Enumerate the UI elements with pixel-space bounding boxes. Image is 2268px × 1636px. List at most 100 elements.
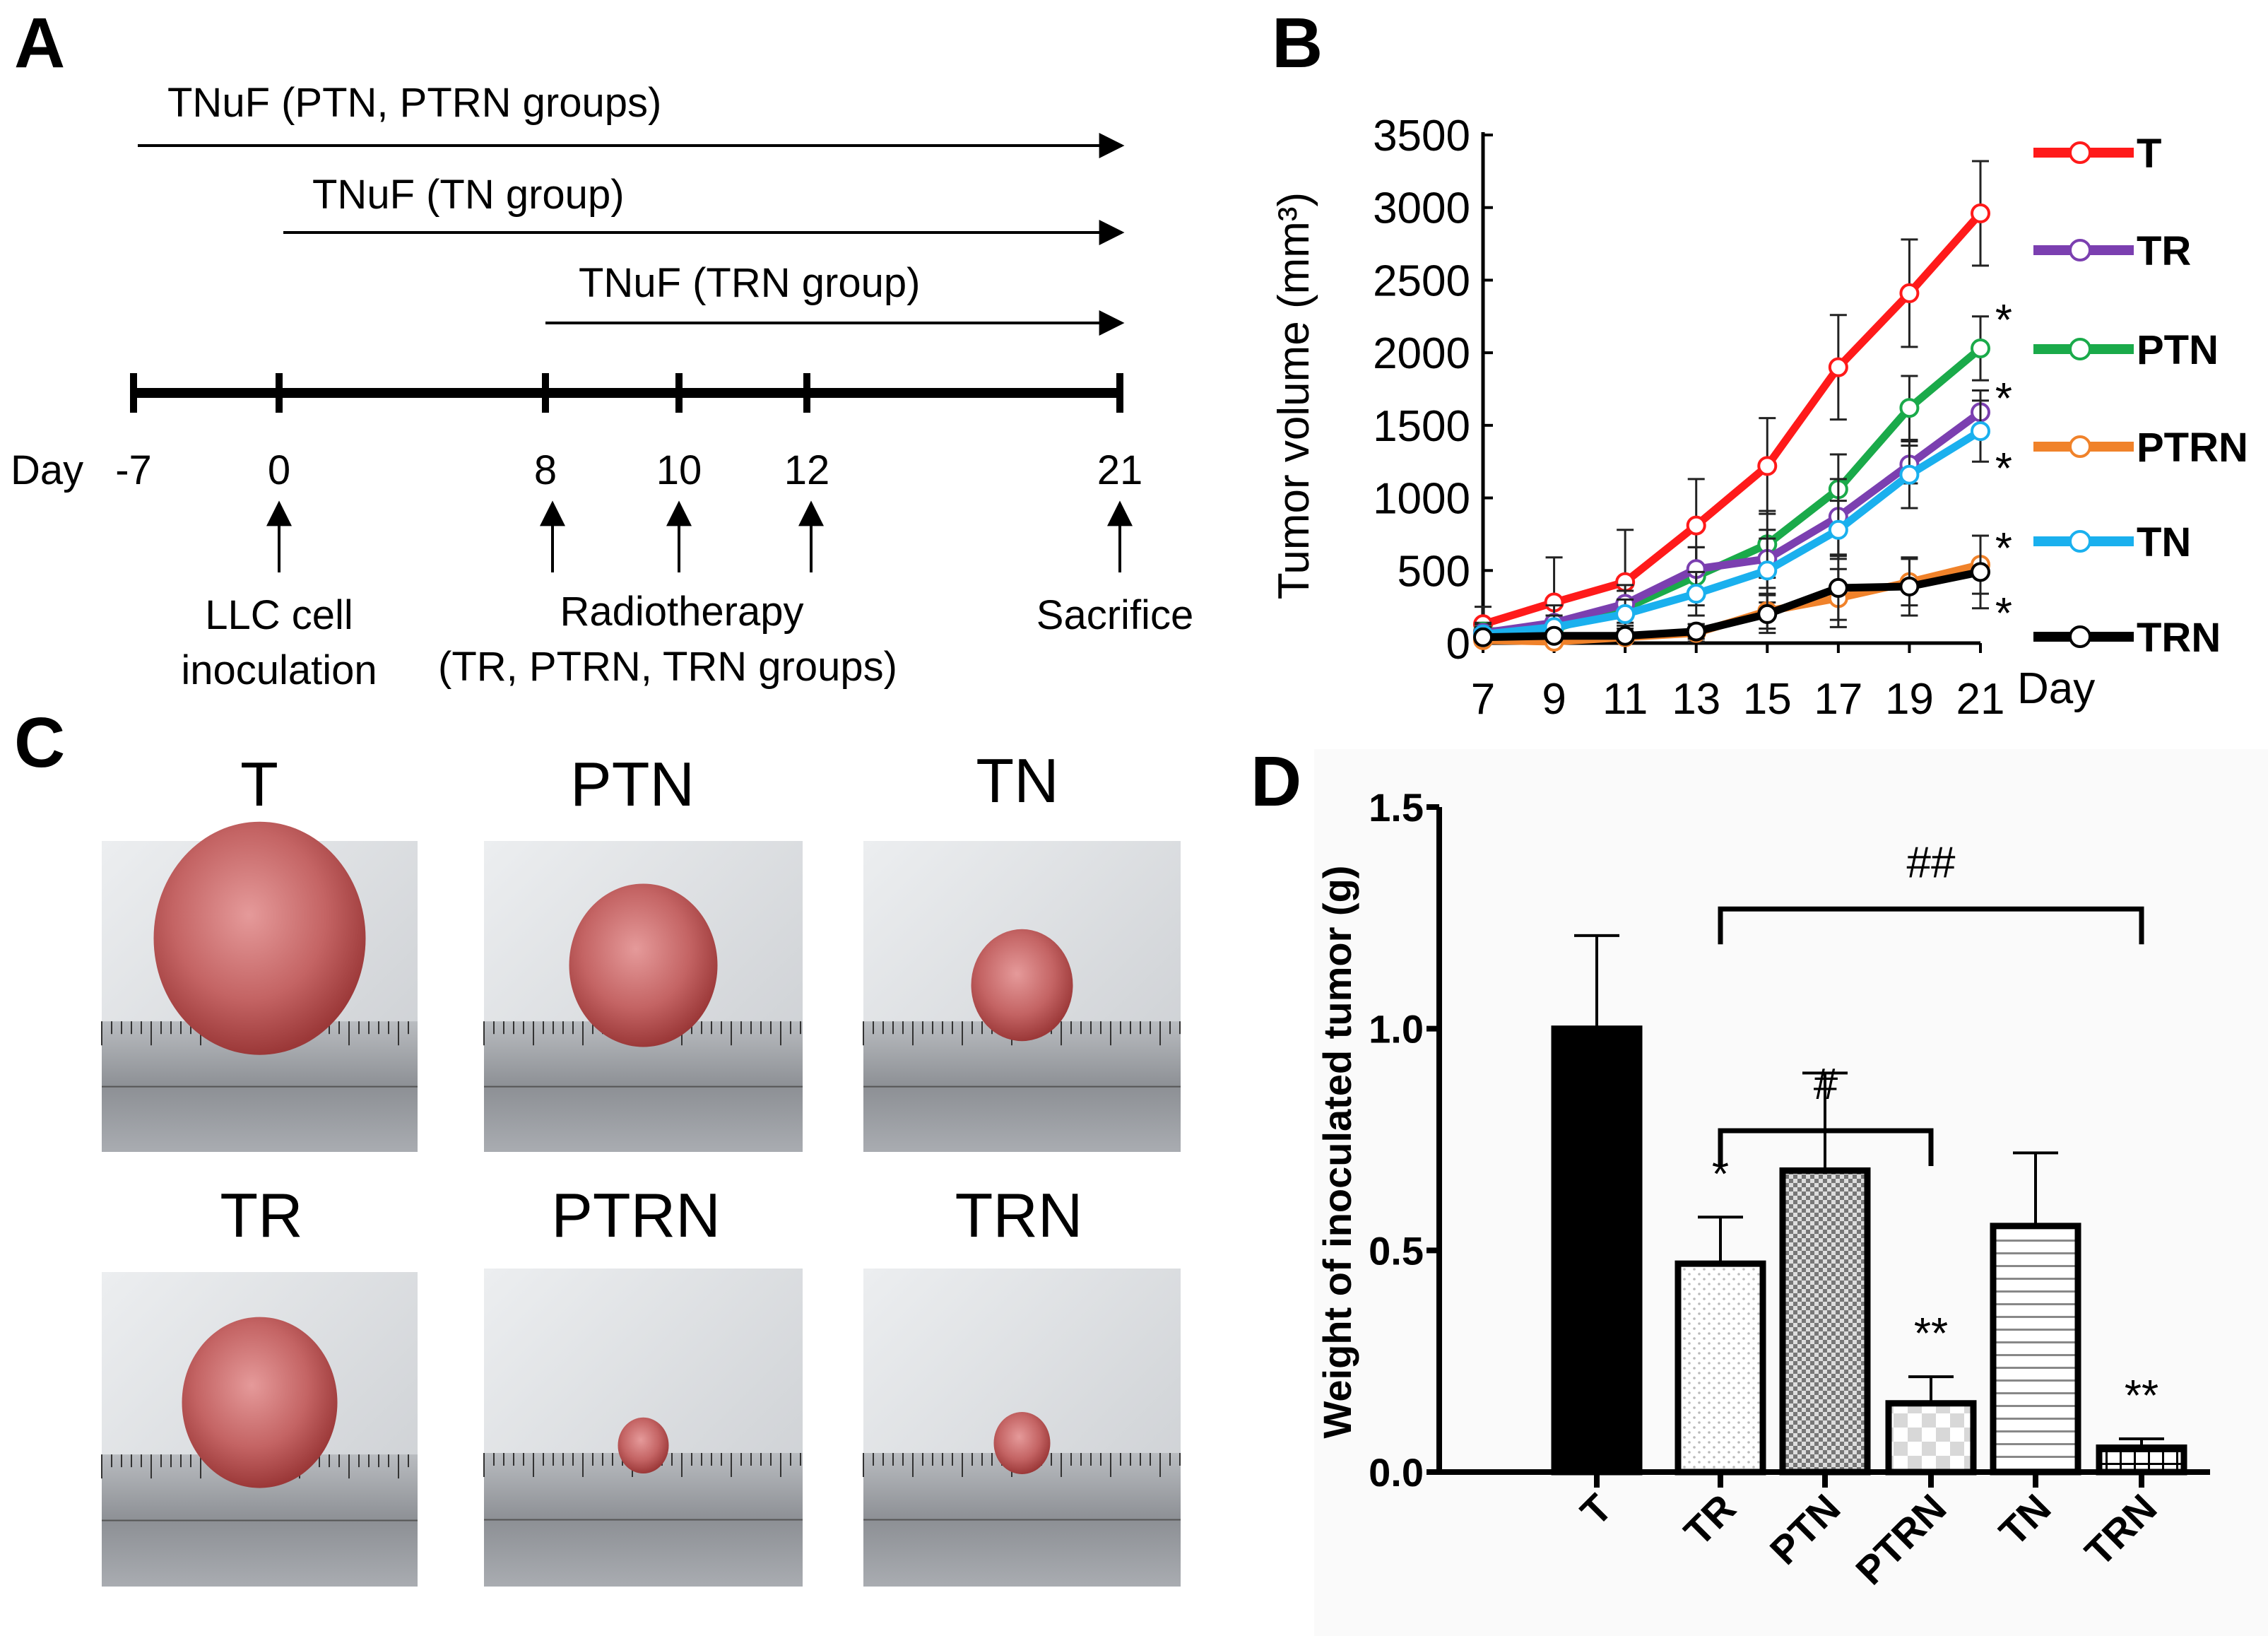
- legend-item-trn: TRN: [2033, 615, 2221, 661]
- legend-label: PTN: [2137, 327, 2219, 373]
- legend-marker: [2069, 625, 2091, 648]
- tumor-volume-chart: 0 500 1000 1500 2000 2500 3000 3500 7 9 11 13 15 17 19…: [1270, 112, 2248, 724]
- x-axis-label: Day: [2017, 664, 2095, 713]
- photo-title-t: T: [240, 749, 278, 819]
- data-point: [1828, 357, 1848, 377]
- panel-c-photos: T PTN TN TR PTRN TRN: [101, 746, 1181, 1587]
- tumor: [971, 929, 1073, 1042]
- y-tick-label: 3500: [1373, 112, 1470, 160]
- panel-label-a: A: [14, 4, 65, 83]
- bar-tr: [1675, 1260, 1766, 1476]
- legend-item-tn: TN: [2033, 519, 2191, 565]
- y-tick-label: 1500: [1373, 402, 1470, 451]
- tumor: [993, 1412, 1051, 1474]
- bar-tn: [1990, 1223, 2081, 1476]
- event-radiotherapy-line1: Radiotherapy: [560, 589, 804, 635]
- panel-a-timeline: TNuF (PTN, PTRN groups) TNuF (TN group) …: [11, 80, 1193, 693]
- comparison-label: #: [1814, 1060, 1838, 1109]
- legend-marker: [2069, 530, 2091, 553]
- day-tick: 10: [656, 447, 702, 493]
- x-tick-label: 19: [1885, 675, 1934, 724]
- series-line: [1482, 211, 1984, 628]
- data-point: [1971, 562, 1990, 582]
- data-point: [1971, 203, 1990, 223]
- data-point: [1899, 398, 1920, 418]
- arrow-label-ptn-ptrn: TNuF (PTN, PTRN groups): [167, 80, 661, 126]
- comparison-bracket: [1718, 906, 2144, 945]
- bar-t: [1551, 1025, 1643, 1476]
- y-axis-label: Weight of inoculated tumor (g): [1315, 866, 1359, 1439]
- legend-label: TR: [2137, 228, 2191, 274]
- data-point: [1544, 625, 1564, 646]
- event-radiotherapy-line2: (TR, PTRN, TRN groups): [438, 644, 897, 690]
- legend-label: T: [2137, 131, 2161, 177]
- tumor-photo: [101, 1272, 418, 1587]
- legend-item-tr: TR: [2033, 228, 2191, 274]
- data-point: [1686, 515, 1706, 536]
- legend-marker: [2069, 435, 2091, 458]
- data-point: [1615, 625, 1636, 646]
- data-point: [1899, 464, 1920, 485]
- day-tick: 21: [1097, 447, 1143, 493]
- comparison-label: ##: [1907, 838, 1956, 887]
- event-inoculation-line1: LLC cell: [205, 592, 353, 638]
- data-point: [1828, 519, 1848, 540]
- y-tick-label: 500: [1398, 547, 1470, 596]
- significance-marker: **: [2125, 1372, 2158, 1420]
- data-point: [1828, 577, 1848, 598]
- bar-trn: [2096, 1444, 2187, 1476]
- x-tick-label: 17: [1814, 675, 1862, 724]
- panel-label-b: B: [1272, 4, 1323, 83]
- photo-title-trn: TRN: [955, 1180, 1083, 1250]
- x-tick-label: 11: [1602, 675, 1648, 724]
- data-point: [1971, 338, 1990, 358]
- x-tick-label: 13: [1672, 675, 1720, 724]
- tumor-photo: [863, 1269, 1181, 1587]
- series-line: [1482, 428, 1983, 639]
- legend-marker: [2069, 338, 2091, 360]
- significance-marker: *: [1995, 445, 2012, 493]
- photo-title-tr: TR: [220, 1180, 302, 1250]
- tumor-photo: [101, 821, 418, 1152]
- tumor: [182, 1317, 338, 1488]
- tumor-photo: [863, 841, 1181, 1152]
- legend-label: TN: [2137, 519, 2191, 565]
- y-axis-label: Tumor volume (mm³): [1270, 192, 1318, 599]
- legend-marker: [2069, 141, 2091, 164]
- y-tick-label: 1000: [1373, 475, 1470, 524]
- bar-ptn: [1779, 1167, 1871, 1476]
- data-point: [1899, 283, 1920, 303]
- data-point: [1686, 584, 1706, 604]
- data-point: [1473, 627, 1493, 647]
- significance-marker: *: [1995, 524, 2012, 573]
- tumor: [153, 821, 366, 1055]
- photo-title-tn: TN: [976, 746, 1058, 816]
- day-tick: -7: [115, 447, 152, 493]
- tumor-photo: [483, 1269, 803, 1587]
- legend-label: PTRN: [2137, 425, 2248, 471]
- data-point: [1971, 421, 1990, 442]
- day-tick: 12: [784, 447, 830, 493]
- arrow-label-tn: TNuF (TN group): [312, 172, 625, 218]
- legend-item-t: T: [2033, 131, 2161, 177]
- legend-item-ptrn: PTRN: [2033, 425, 2248, 471]
- y-tick-label: 2500: [1373, 257, 1470, 305]
- x-tick-label: 7: [1471, 675, 1495, 724]
- data-point: [1757, 456, 1778, 476]
- significance-marker: *: [1995, 375, 2012, 423]
- photo-title-ptrn: PTRN: [551, 1180, 721, 1250]
- series-line: [1482, 567, 1982, 642]
- data-point: [1615, 604, 1636, 624]
- event-inoculation-line2: inoculation: [181, 647, 377, 693]
- y-tick-label: 0.0: [1369, 1450, 1424, 1495]
- event-sacrifice: Sacrifice: [1036, 592, 1193, 638]
- data-point: [1686, 621, 1706, 642]
- x-tick-label: 15: [1743, 675, 1792, 724]
- tumor: [569, 883, 718, 1047]
- tumor: [618, 1417, 669, 1473]
- comparison-bracket: [1718, 1128, 1934, 1166]
- data-point: [1899, 576, 1920, 596]
- panel-label-d: D: [1251, 742, 1301, 821]
- data-point: [1757, 604, 1778, 624]
- tumor-photo: [483, 841, 803, 1152]
